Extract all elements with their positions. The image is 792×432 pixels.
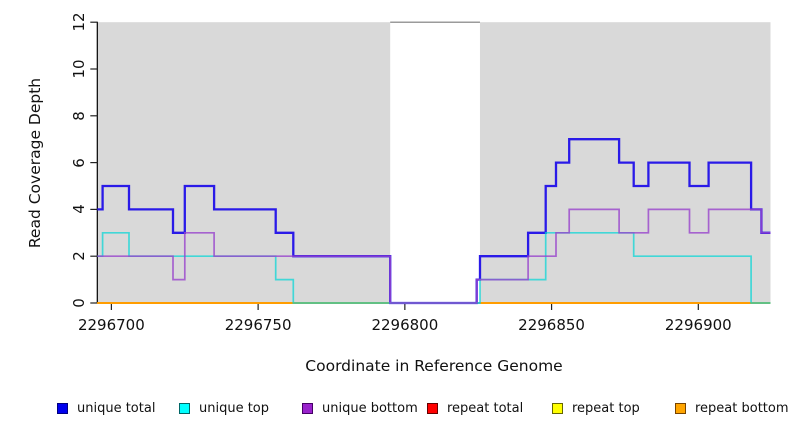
legend-swatch-repeat-top — [552, 402, 563, 414]
x-tick-label: 2296750 — [224, 316, 292, 334]
legend-label: repeat top — [572, 400, 640, 416]
legend-label: unique top — [199, 400, 270, 416]
legend-swatch-repeat-bottom — [675, 402, 686, 414]
y-tick-label: 6 — [70, 157, 88, 168]
y-tick-label: 0 — [70, 298, 88, 308]
legend-swatch-unique-bottom — [302, 402, 313, 414]
x-tick-label: 2296800 — [371, 316, 439, 334]
series-line-unique-bottom — [97, 208, 771, 304]
y-tick-label: 10 — [70, 59, 88, 79]
legend-label: repeat total — [447, 400, 524, 416]
legend-item-unique-total: unique total — [57, 400, 156, 416]
y-tick-label: 12 — [70, 12, 88, 32]
legend-swatch-unique-top — [179, 402, 190, 414]
legend-label: repeat bottom — [695, 400, 789, 416]
y-axis-title: Read Coverage Depth — [26, 77, 44, 249]
y-tick-label: 8 — [70, 111, 88, 121]
x-tick-label: 2296900 — [664, 316, 732, 334]
legend-swatch-repeat-total — [427, 402, 438, 414]
legend-label: unique bottom — [322, 400, 418, 416]
legend-item-repeat-bottom: repeat bottom — [675, 400, 789, 416]
legend-item-unique-bottom: unique bottom — [302, 400, 418, 416]
x-tick-label: 2296850 — [518, 316, 585, 334]
x-axis-title: Coordinate in Reference Genome — [305, 357, 563, 375]
legend-swatch-unique-total — [57, 402, 68, 414]
legend-item-repeat-top: repeat top — [552, 400, 640, 416]
y-tick-label: 4 — [70, 204, 88, 215]
series-line-unique-top — [97, 231, 771, 304]
y-tick-label: 2 — [70, 251, 88, 261]
legend-item-unique-top: unique top — [179, 400, 270, 416]
no-coverage-gap-band — [390, 21, 480, 303]
series-line-unique-total — [97, 138, 771, 305]
x-tick-label: 2296700 — [77, 316, 145, 334]
legend-item-repeat-total: repeat total — [427, 400, 524, 416]
legend-label: unique total — [77, 400, 156, 416]
